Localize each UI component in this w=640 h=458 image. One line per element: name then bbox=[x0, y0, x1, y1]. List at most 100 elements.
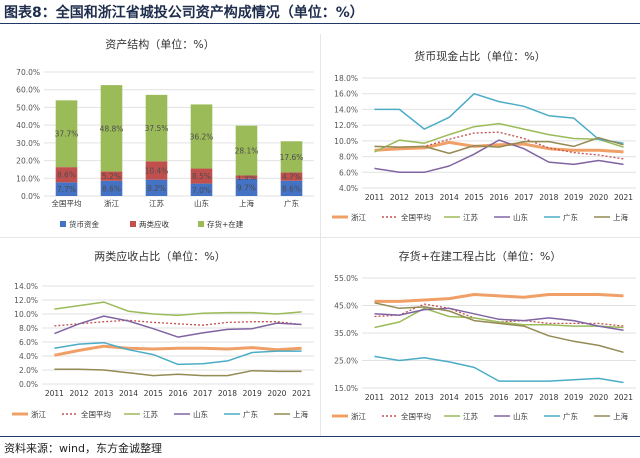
receivables-share-chart: 两类应收占比（单位：%） 0.0% 2.0% 4.0% 6.0% 8.0% 10.0% 12.… bbox=[0, 238, 320, 436]
y-tick-label: 10.0% bbox=[334, 137, 358, 146]
series-line-山东 bbox=[374, 307, 624, 332]
y-tick-label: 55.0% bbox=[334, 274, 358, 283]
y-tick-label: 20.0% bbox=[16, 157, 40, 166]
series-line-浙江 bbox=[374, 293, 624, 303]
x-tick-label: 2014 bbox=[440, 193, 459, 202]
title-rule bbox=[0, 23, 640, 24]
y-tick-label: 16.0% bbox=[334, 90, 358, 99]
data-label: 9.7% bbox=[237, 183, 256, 192]
bar-货币资金 bbox=[145, 179, 168, 196]
legend-label: 广东 bbox=[243, 409, 258, 419]
y-tick-label: 0.0% bbox=[19, 380, 38, 389]
chart-title: 资产结构（单位：%） bbox=[105, 37, 214, 51]
bar-两类应收 bbox=[235, 175, 258, 179]
chart-title: 两类应收占比（单位：%） bbox=[94, 249, 225, 263]
y-tick-label: 14.0% bbox=[14, 282, 38, 291]
bar-货币资金 bbox=[55, 182, 78, 196]
x-tick-label: 2017 bbox=[514, 193, 533, 202]
series-line-上海 bbox=[374, 136, 624, 155]
y-tick-label: 6.0% bbox=[339, 168, 358, 177]
series-line-广东 bbox=[374, 355, 624, 384]
data-label: 37.7% bbox=[55, 130, 79, 139]
figure-title: 图表8：全国和浙江省城投公司资产构成情况（单位：%） bbox=[4, 5, 364, 21]
series-line-浙江 bbox=[374, 140, 624, 154]
series-line-浙江 bbox=[54, 344, 302, 357]
x-tick-label: 2014 bbox=[119, 389, 138, 398]
x-tick-label: 上海 bbox=[239, 198, 254, 208]
y-tick-label: 2.0% bbox=[19, 366, 38, 375]
data-label: 8.5% bbox=[192, 172, 211, 181]
x-tick-label: 2011 bbox=[365, 193, 384, 202]
bar-货币资金 bbox=[100, 180, 123, 196]
y-tick-label: 10.0% bbox=[16, 174, 40, 183]
y-tick-label: 30.0% bbox=[16, 139, 40, 148]
legend-label: 江苏 bbox=[143, 409, 158, 419]
x-tick-label: 2016 bbox=[168, 389, 187, 398]
data-label: 10.4% bbox=[145, 166, 169, 175]
x-tick-label: 2011 bbox=[365, 393, 384, 402]
x-tick-label: 2019 bbox=[243, 389, 262, 398]
legend-label: 货币资金 bbox=[69, 219, 99, 229]
x-tick-label: 2018 bbox=[218, 389, 237, 398]
x-tick-label: 2021 bbox=[292, 389, 311, 398]
x-tick-label: 2021 bbox=[614, 393, 633, 402]
x-tick-label: 江苏 bbox=[149, 198, 164, 208]
legend-label: 上海 bbox=[293, 409, 308, 419]
source-rule bbox=[0, 436, 640, 437]
y-tick-label: 6.0% bbox=[19, 338, 38, 347]
x-tick-label: 2017 bbox=[514, 393, 533, 402]
y-tick-label: 18.0% bbox=[334, 74, 358, 83]
legend-swatch bbox=[130, 221, 136, 227]
series-line-广东 bbox=[374, 92, 624, 144]
bar-货币资金 bbox=[190, 183, 213, 196]
x-tick-label: 2017 bbox=[193, 389, 212, 398]
bar-货币资金 bbox=[235, 178, 258, 196]
x-tick-label: 2015 bbox=[465, 193, 484, 202]
bar-存货+在建 bbox=[235, 125, 258, 176]
y-tick-label: 8.0% bbox=[339, 153, 358, 162]
data-label: 4.7% bbox=[282, 173, 301, 182]
y-tick-label: 45.0% bbox=[334, 302, 358, 311]
y-tick-label: 50.0% bbox=[16, 103, 40, 112]
x-tick-label: 2020 bbox=[267, 389, 286, 398]
y-tick-label: 12.0% bbox=[14, 296, 38, 305]
x-tick-label: 2016 bbox=[489, 393, 508, 402]
legend-label: 全国平均 bbox=[81, 409, 111, 419]
legend-label: 全国平均 bbox=[401, 411, 431, 421]
asset-structure-chart: 资产结构（单位：%） 0.0% 10.0% 20.0% 30.0% 40.0% 50.0% 6… bbox=[0, 28, 320, 238]
source-note: 资料来源：wind，东方金诚整理 bbox=[4, 442, 163, 455]
x-tick-label: 2014 bbox=[440, 393, 459, 402]
data-label: 1.9% bbox=[237, 173, 256, 182]
bar-两类应收 bbox=[100, 171, 123, 181]
series-line-江苏 bbox=[54, 301, 302, 317]
legend-label: 浙江 bbox=[31, 409, 46, 419]
x-tick-label: 2012 bbox=[390, 393, 409, 402]
y-tick-label: 8.0% bbox=[19, 324, 38, 333]
legend-swatch bbox=[198, 221, 204, 227]
cash-share-chart-svg: 货币现金占比（单位：%） 4.0% 6.0% 8.0% 10.0% 12.0% 14.0% 1… bbox=[332, 49, 636, 222]
series-line-上海 bbox=[54, 368, 302, 377]
y-tick-label: 25.0% bbox=[334, 357, 358, 366]
series-line-广东 bbox=[54, 341, 302, 366]
legend-label: 上海 bbox=[613, 212, 628, 222]
x-tick-label: 2019 bbox=[564, 193, 583, 202]
series-line-山东 bbox=[54, 315, 302, 338]
inventory-share-chart: 存货+在建工程占比（单位：%） 15.0% 25.0% 35.0% 45.0% 55.0%… bbox=[320, 238, 640, 436]
panel-divider-horizontal bbox=[0, 237, 640, 238]
data-label: 36.2% bbox=[190, 132, 214, 141]
data-label: 8.6% bbox=[57, 171, 76, 180]
x-tick-label: 2018 bbox=[539, 393, 558, 402]
x-tick-label: 2020 bbox=[589, 193, 608, 202]
legend-swatch bbox=[60, 221, 66, 227]
bar-存货+在建 bbox=[190, 104, 213, 169]
y-tick-label: 70.0% bbox=[16, 68, 40, 77]
legend-label: 两类应收 bbox=[139, 219, 169, 229]
x-tick-label: 2018 bbox=[539, 193, 558, 202]
asset-structure-chart-svg: 资产结构（单位：%） 0.0% 10.0% 20.0% 30.0% 40.0% 50.0% 6… bbox=[16, 37, 314, 229]
bar-两类应收 bbox=[55, 167, 78, 183]
data-label: 8.6% bbox=[282, 184, 301, 193]
legend-label: 浙江 bbox=[351, 212, 366, 222]
y-tick-label: 35.0% bbox=[334, 329, 358, 338]
receivables-share-chart-svg: 两类应收占比（单位：%） 0.0% 2.0% 4.0% 6.0% 8.0% 10.0% 12.… bbox=[12, 249, 314, 419]
data-label: 7.0% bbox=[192, 186, 211, 195]
